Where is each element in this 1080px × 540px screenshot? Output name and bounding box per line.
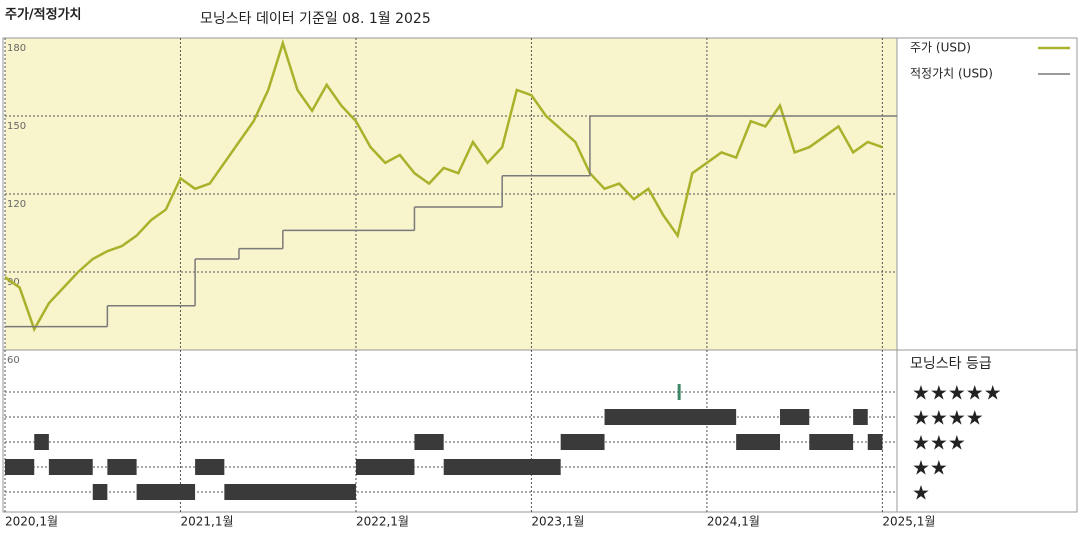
x-tick-label: 2021,1월	[180, 515, 233, 529]
rating-title: 모닝스타 등급	[910, 356, 992, 372]
rating-bar	[34, 434, 49, 450]
rating-bar	[809, 434, 854, 450]
rating-bar	[136, 484, 196, 500]
rating-label: ★	[912, 481, 930, 505]
rating-bar	[560, 434, 605, 450]
legend-label: 적정가치 (USD)	[910, 67, 993, 81]
rating-label: ★★★	[912, 431, 966, 455]
y-tick-label: 150	[7, 121, 26, 132]
rating-bar	[224, 484, 356, 500]
rating-label: ★★★★	[912, 406, 984, 430]
rating-bar	[48, 459, 93, 475]
x-tick-label: 2020,1월	[5, 515, 58, 529]
rating-bar	[107, 459, 137, 475]
rating-bar	[414, 434, 444, 450]
x-tick-label: 2024,1월	[707, 515, 760, 529]
y-tick-label: 180	[7, 43, 26, 54]
rating-bar	[443, 459, 561, 475]
y-tick-label: 60	[7, 355, 20, 366]
frame	[2, 37, 1078, 513]
x-tick-label: 2025,1월	[882, 515, 935, 529]
rating-bar	[5, 459, 35, 475]
chart-title: 주가/적정가치	[5, 7, 82, 23]
price-line	[4, 39, 883, 333]
x-tick-label: 2022,1월	[356, 515, 409, 529]
rating-label: ★★★★★	[912, 381, 1002, 405]
rating-bar	[853, 409, 868, 425]
rating-bar	[604, 409, 737, 425]
rating-bar	[355, 459, 415, 475]
rating-bar	[92, 484, 108, 500]
y-tick-label: 120	[7, 199, 26, 210]
rating-bar	[780, 409, 810, 425]
rating-bar	[736, 434, 781, 450]
rating-bar	[195, 459, 225, 475]
rating-bar	[867, 434, 883, 450]
x-tick-label: 2023,1월	[531, 515, 584, 529]
chart-subtitle: 모닝스타 데이터 기준일 08. 1월 2025	[200, 11, 431, 27]
legend-label: 주가 (USD)	[910, 41, 971, 55]
rating-bar	[677, 384, 681, 400]
rating-label: ★★	[912, 456, 948, 480]
